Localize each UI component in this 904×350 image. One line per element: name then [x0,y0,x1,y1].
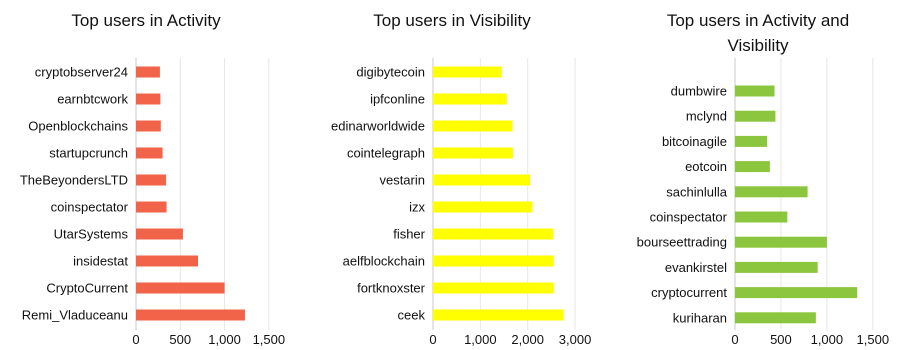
category-label: dumbwire [671,84,727,99]
chart-title: Visibility [727,36,789,55]
bar [433,228,554,240]
bar [136,147,163,159]
x-tick-label: 0 [132,332,139,347]
category-label: cryptobserver24 [35,65,128,80]
bar [136,174,167,186]
bar [136,201,167,213]
x-tick-label: 2,000 [511,332,544,347]
chart-2: Top users in Visibility 0 1,000 2,000 3,000 d… [331,11,591,347]
bar [735,135,768,147]
category-label: UtarSystems [54,227,129,242]
bar [433,174,531,186]
bar [136,66,160,78]
bar [433,255,554,267]
category-label: CryptoCurrent [46,281,128,296]
x-tick-label: 1,000 [464,332,497,347]
bar [433,66,502,78]
x-tick-label: 500 [770,332,792,347]
bar [433,309,564,321]
category-label: digibytecoin [356,65,425,80]
bar [136,282,225,294]
category-label: bourseettrading [637,235,727,250]
bar [136,93,161,105]
bar [735,110,776,122]
bar [735,236,827,248]
bar [433,120,513,132]
category-label: fortknoxster [357,281,426,296]
bar [136,120,161,132]
bar [433,93,507,105]
category-label: startupcrunch [49,146,128,161]
bar [136,309,245,321]
x-tick-label: 1,500 [857,332,890,347]
chart-1: Top users in Activity 0 500 1,000 1,500 crypt… [20,11,285,347]
category-label: evankirstel [665,260,727,275]
category-label: Openblockchains [28,119,128,134]
x-tick-label: 1,500 [253,332,286,347]
x-tick-label: 1,000 [208,332,241,347]
bar [735,161,770,173]
bar [735,211,788,223]
chart-title: Top users in Activity [71,11,221,30]
category-label: ipfconline [370,92,425,107]
category-label: cryptocurrent [651,285,727,300]
bar [433,201,533,213]
category-label: bitcoinagile [662,134,727,149]
x-tick-label: 1,000 [811,332,844,347]
category-label: cointelegraph [347,146,425,161]
category-label: Remi_Vladuceanu [22,308,128,323]
chart-title: Top users in Visibility [373,11,531,30]
category-label: edinarworldwide [331,119,425,134]
bar [735,312,816,324]
x-tick-label: 0 [731,332,738,347]
x-tick-label: 3,000 [559,332,592,347]
bar [136,255,198,267]
category-label: aelfblockchain [343,254,425,269]
bar [735,261,818,273]
chart-title: Top users in Activity and [667,11,849,30]
category-label: kuriharan [673,310,727,325]
category-label: fisher [393,227,425,242]
category-label: ceek [398,308,426,323]
category-label: sachinlulla [666,184,727,199]
x-tick-label: 500 [169,332,191,347]
bar [735,85,775,97]
category-label: coinspectator [650,210,728,225]
category-label: TheBeyondersLTD [20,173,128,188]
category-label: insidestat [73,254,128,269]
bar [433,147,514,159]
category-label: vestarin [379,173,425,188]
bar [735,287,858,299]
category-label: izx [409,200,425,215]
bar [735,186,808,198]
category-label: coinspectator [51,200,129,215]
chart-3: Top users in Activity and Visibility 0 500 1… [637,11,889,347]
bar [136,228,183,240]
x-tick-label: 0 [429,332,436,347]
category-label: earnbtcwork [57,92,128,107]
category-label: mclynd [686,109,727,124]
category-label: eotcoin [685,159,727,174]
bar [433,282,554,294]
